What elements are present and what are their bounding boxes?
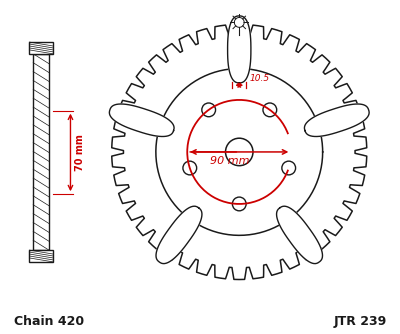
Polygon shape (29, 42, 53, 54)
Text: 70 mm: 70 mm (75, 134, 85, 171)
Circle shape (282, 161, 296, 175)
Text: Chain 420: Chain 420 (14, 315, 84, 328)
Polygon shape (112, 24, 367, 280)
Polygon shape (109, 104, 174, 137)
Text: 10.5: 10.5 (250, 74, 270, 83)
Polygon shape (304, 104, 369, 137)
Text: 90 mm: 90 mm (210, 156, 249, 166)
Polygon shape (29, 250, 53, 262)
Polygon shape (156, 68, 323, 235)
Circle shape (263, 103, 277, 117)
Circle shape (232, 197, 246, 211)
Circle shape (183, 161, 197, 175)
Polygon shape (156, 206, 202, 264)
Polygon shape (276, 206, 322, 264)
Circle shape (226, 138, 253, 166)
Text: JTR 239: JTR 239 (333, 315, 386, 328)
Circle shape (202, 103, 216, 117)
Polygon shape (33, 54, 49, 250)
Polygon shape (228, 16, 251, 83)
